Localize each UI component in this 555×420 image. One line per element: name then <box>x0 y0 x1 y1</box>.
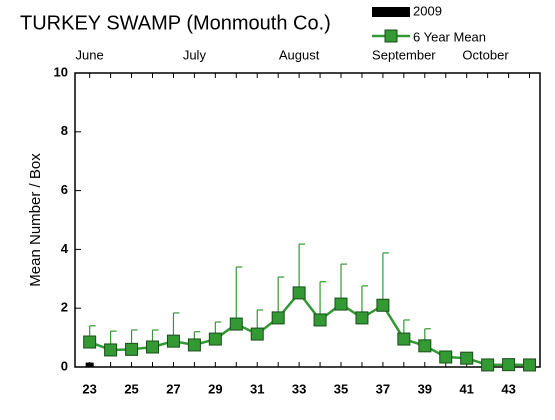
x2-tick-label: August <box>279 47 320 62</box>
marker <box>313 313 327 327</box>
x2-tick-label: October <box>462 47 509 62</box>
marker <box>292 286 306 300</box>
legend-swatch <box>384 29 398 43</box>
marker <box>146 340 159 354</box>
marker <box>83 335 97 349</box>
legend-label: 6 Year Mean <box>413 29 486 44</box>
x-tick-label: 37 <box>376 381 390 396</box>
marker <box>166 334 180 348</box>
line <box>89 290 530 367</box>
y-tick-label: 2 <box>61 300 68 315</box>
marker <box>187 338 201 352</box>
marker <box>460 351 474 365</box>
y-axis-label: Mean Number / Box <box>27 153 44 287</box>
marker <box>418 339 432 353</box>
marker <box>125 342 139 356</box>
marker <box>229 317 243 331</box>
x-tick-label: 43 <box>501 381 515 396</box>
x-tick-label: 23 <box>82 381 96 396</box>
x-tick-label: 39 <box>418 381 432 396</box>
marker <box>439 350 453 364</box>
marker <box>104 343 118 357</box>
x-tick-label: 41 <box>459 381 473 396</box>
legend-swatch <box>372 7 410 17</box>
marker <box>355 311 369 325</box>
x-tick-label: 35 <box>334 381 348 396</box>
bar <box>85 362 94 367</box>
x-tick-label: 27 <box>166 381 180 396</box>
x-tick-label: 29 <box>208 381 222 396</box>
marker <box>208 332 222 346</box>
marker <box>502 358 516 372</box>
plot-frame <box>74 72 541 368</box>
marker <box>523 358 537 372</box>
y-tick-label: 6 <box>61 182 68 197</box>
legend-label: 2009 <box>413 3 442 18</box>
marker <box>250 327 264 341</box>
x-tick-label: 33 <box>292 381 306 396</box>
y-tick-label: 0 <box>61 358 68 373</box>
chart-title: TURKEY SWAMP (Monmouth Co.) <box>20 12 331 34</box>
marker <box>397 332 411 346</box>
y-tick-label: 4 <box>61 241 69 256</box>
y-tick-label: 10 <box>54 64 68 79</box>
x2-tick-label: June <box>76 47 104 62</box>
marker <box>334 297 348 311</box>
x-tick-label: 25 <box>124 381 138 396</box>
y-tick-label: 8 <box>61 123 68 138</box>
x-tick-label: 31 <box>250 381 264 396</box>
marker <box>376 298 390 312</box>
x2-tick-label: September <box>372 47 436 62</box>
marker <box>271 311 285 325</box>
marker <box>481 358 495 372</box>
x2-tick-label: July <box>183 47 207 62</box>
